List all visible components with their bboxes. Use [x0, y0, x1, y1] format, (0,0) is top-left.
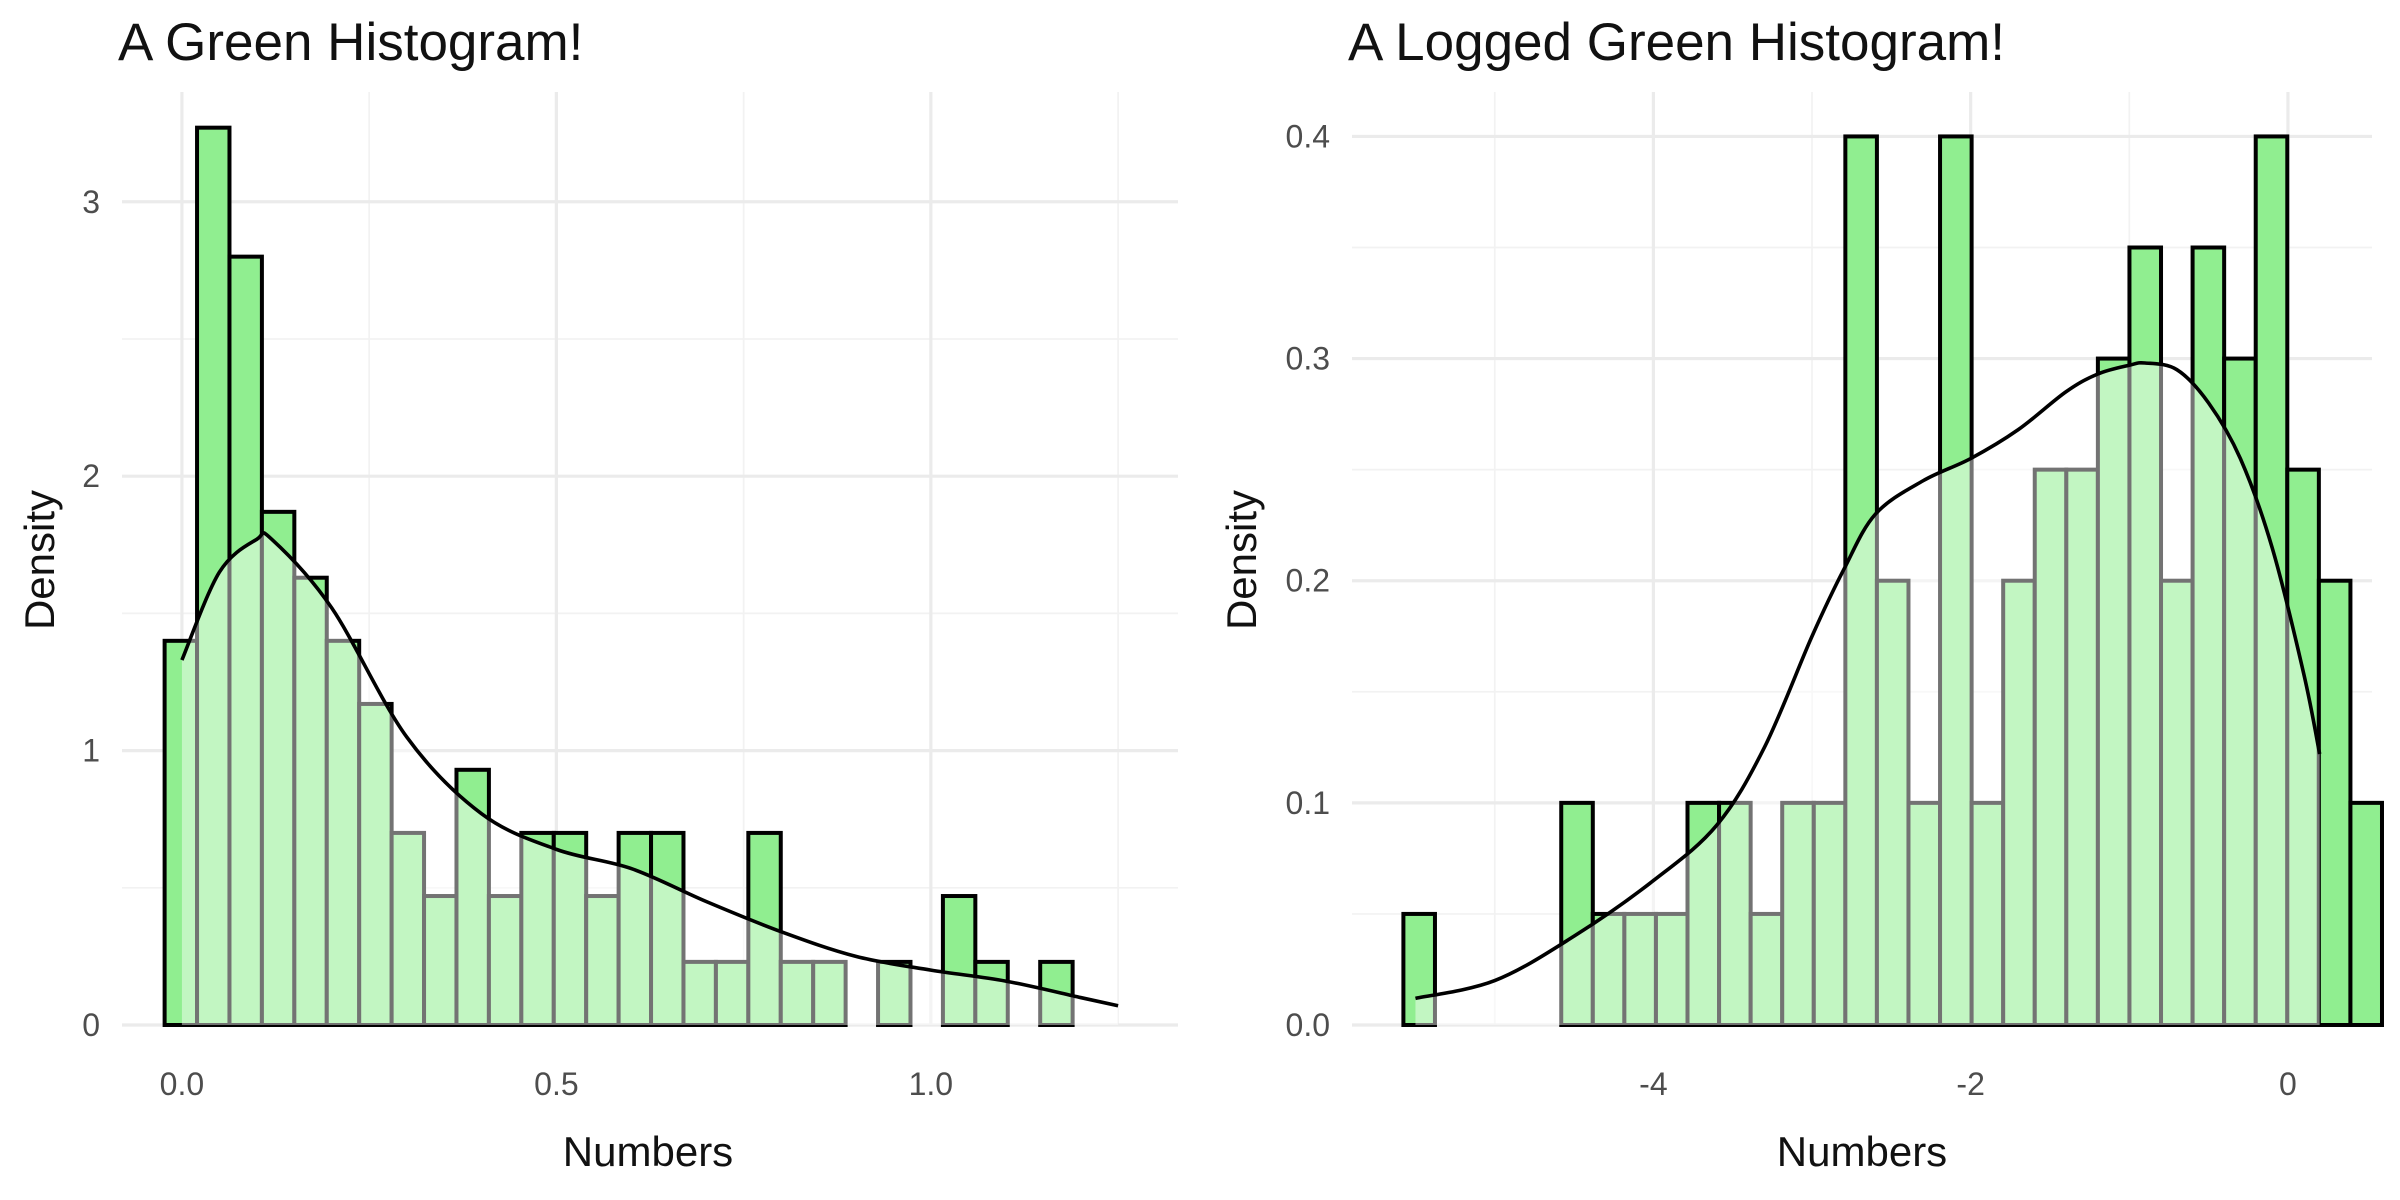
density-line — [1415, 360, 2322, 1001]
y-tick-label: 0.1 — [1286, 785, 1330, 821]
density-area — [1415, 362, 2320, 1025]
histogram-bar — [1906, 800, 1943, 1027]
left-grid — [122, 92, 1178, 1027]
histogram-bar — [681, 959, 718, 1028]
histogram-bar — [195, 125, 232, 1028]
left-y-ticks: 0 1 2 3 — [82, 184, 100, 1043]
right-x-axis-label: Numbers — [1777, 1128, 1947, 1175]
y-tick-label: 1 — [82, 733, 100, 769]
left-x-axis-label: Numbers — [563, 1128, 733, 1175]
left-y-axis-label: Density — [16, 490, 63, 630]
histogram-bar — [2190, 245, 2227, 1027]
x-tick-label: -4 — [1639, 1066, 1667, 1102]
right-chart-title: A Logged Green Histogram! — [1348, 13, 2005, 72]
x-tick-label: -2 — [1956, 1066, 1984, 1102]
histogram-bar — [2095, 356, 2132, 1028]
left-histogram-panel: A Green Histogram! 0 1 2 3 0.0 0.5 1.0 Number… — [16, 13, 1178, 1175]
y-tick-label: 0.3 — [1286, 341, 1330, 377]
histogram-bar — [292, 575, 329, 1027]
histogram-bar — [876, 959, 913, 1028]
left-density-curve — [180, 531, 1119, 1025]
density-line — [180, 531, 1119, 1008]
histogram-bar — [2285, 467, 2321, 1027]
histogram-bar — [584, 894, 621, 1028]
histogram-bar — [2348, 800, 2384, 1027]
histogram-bar — [811, 959, 848, 1028]
y-tick-label: 0.4 — [1286, 118, 1330, 154]
y-tick-label: 0.2 — [1286, 563, 1330, 599]
histogram-bar — [1401, 911, 1437, 1028]
histogram-bar — [324, 638, 362, 1028]
histogram-bar — [2032, 467, 2069, 1027]
histogram-bar — [1938, 134, 1974, 1027]
left-x-ticks: 0.0 0.5 1.0 — [160, 1066, 953, 1102]
x-tick-label: 0.5 — [534, 1066, 578, 1102]
histogram-bar — [649, 830, 686, 1027]
y-tick-label: 0 — [82, 1007, 100, 1043]
left-chart-title: A Green Histogram! — [118, 13, 583, 72]
y-tick-label: 0.0 — [1286, 1007, 1330, 1043]
histogram-bar — [2316, 578, 2353, 1027]
right-y-axis-label: Density — [1218, 490, 1265, 630]
right-density-curve — [1415, 360, 2322, 1025]
x-tick-label: 1.0 — [909, 1066, 953, 1102]
histogram-bar — [357, 701, 394, 1027]
histogram-bar — [1748, 911, 1785, 1028]
density-area — [181, 532, 1119, 1025]
histogram-bar — [778, 959, 816, 1028]
y-tick-label: 2 — [82, 458, 100, 494]
right-bars — [1401, 134, 2384, 1028]
histogram-bar — [551, 830, 589, 1027]
right-histogram-panel: A Logged Green Histogram! 0.00.10.20.30.… — [1218, 13, 2384, 1175]
y-tick-label: 3 — [82, 184, 100, 220]
x-tick-label: 0.0 — [160, 1066, 204, 1102]
x-tick-label: 0 — [2279, 1066, 2297, 1102]
histogram-bar — [2222, 356, 2258, 1028]
right-x-ticks: -4 -2 0 — [1639, 1066, 2297, 1102]
histogram-bar — [1622, 911, 1658, 1028]
histogram-bar — [1874, 578, 1911, 1027]
histogram-bar — [713, 959, 751, 1028]
histogram-bar — [973, 959, 1010, 1028]
right-y-ticks: 0.0 0.1 0.2 0.3 0.4 — [1286, 118, 1330, 1043]
